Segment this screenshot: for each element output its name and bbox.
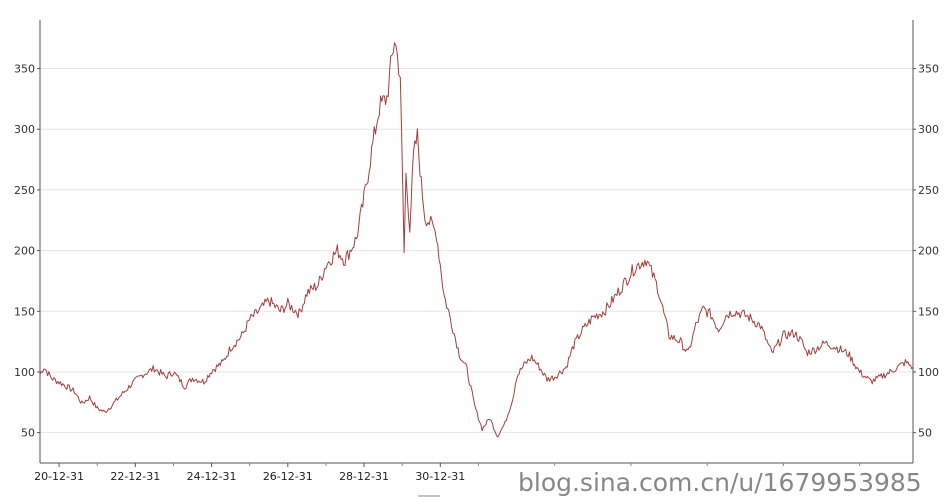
y-tick-label: 150 [14,305,35,318]
axes [39,20,914,464]
y-tick-label: 300 [14,123,35,136]
x-tick-label: 28-12-31 [339,470,389,483]
y-tick-label-right: 150 [918,305,939,318]
series-layer [39,42,914,438]
series-line [39,42,914,438]
y-tick-labels-left: 50 100 150 200 250 300 350 [14,63,35,440]
x-tick-label: 24-12-31 [187,470,237,483]
y-tick-label-right: 250 [918,184,939,197]
y-tick-label: 100 [14,366,35,379]
y-tick-label-right: 350 [918,63,939,76]
x-tick-labels: 20-12-31 22-12-31 24-12-31 26-12-31 28-12-31… [34,463,861,483]
y-tick-label-right: 300 [918,123,939,136]
y-tick-label: 350 [14,63,35,76]
x-tick-label: 22-12-31 [110,470,160,483]
y-tick-label-right: 100 [918,366,939,379]
x-tick-label: 30-12-31 [415,470,465,483]
gridlines [37,68,916,434]
y-tick-label: 200 [14,245,35,258]
y-tick-label-right: 200 [918,245,939,258]
x-tick-label: 20-12-31 [34,470,84,483]
y-tick-label: 250 [14,184,35,197]
y-tick-label: 50 [21,427,35,440]
y-tick-label-right: 50 [918,427,932,440]
y-tick-labels-right: 50 100 150 200 250 300 350 [918,63,939,440]
watermark-text: blog.sina.com.cn/u/1679953985 [518,468,922,497]
x-tick-label: 26-12-31 [263,470,313,483]
